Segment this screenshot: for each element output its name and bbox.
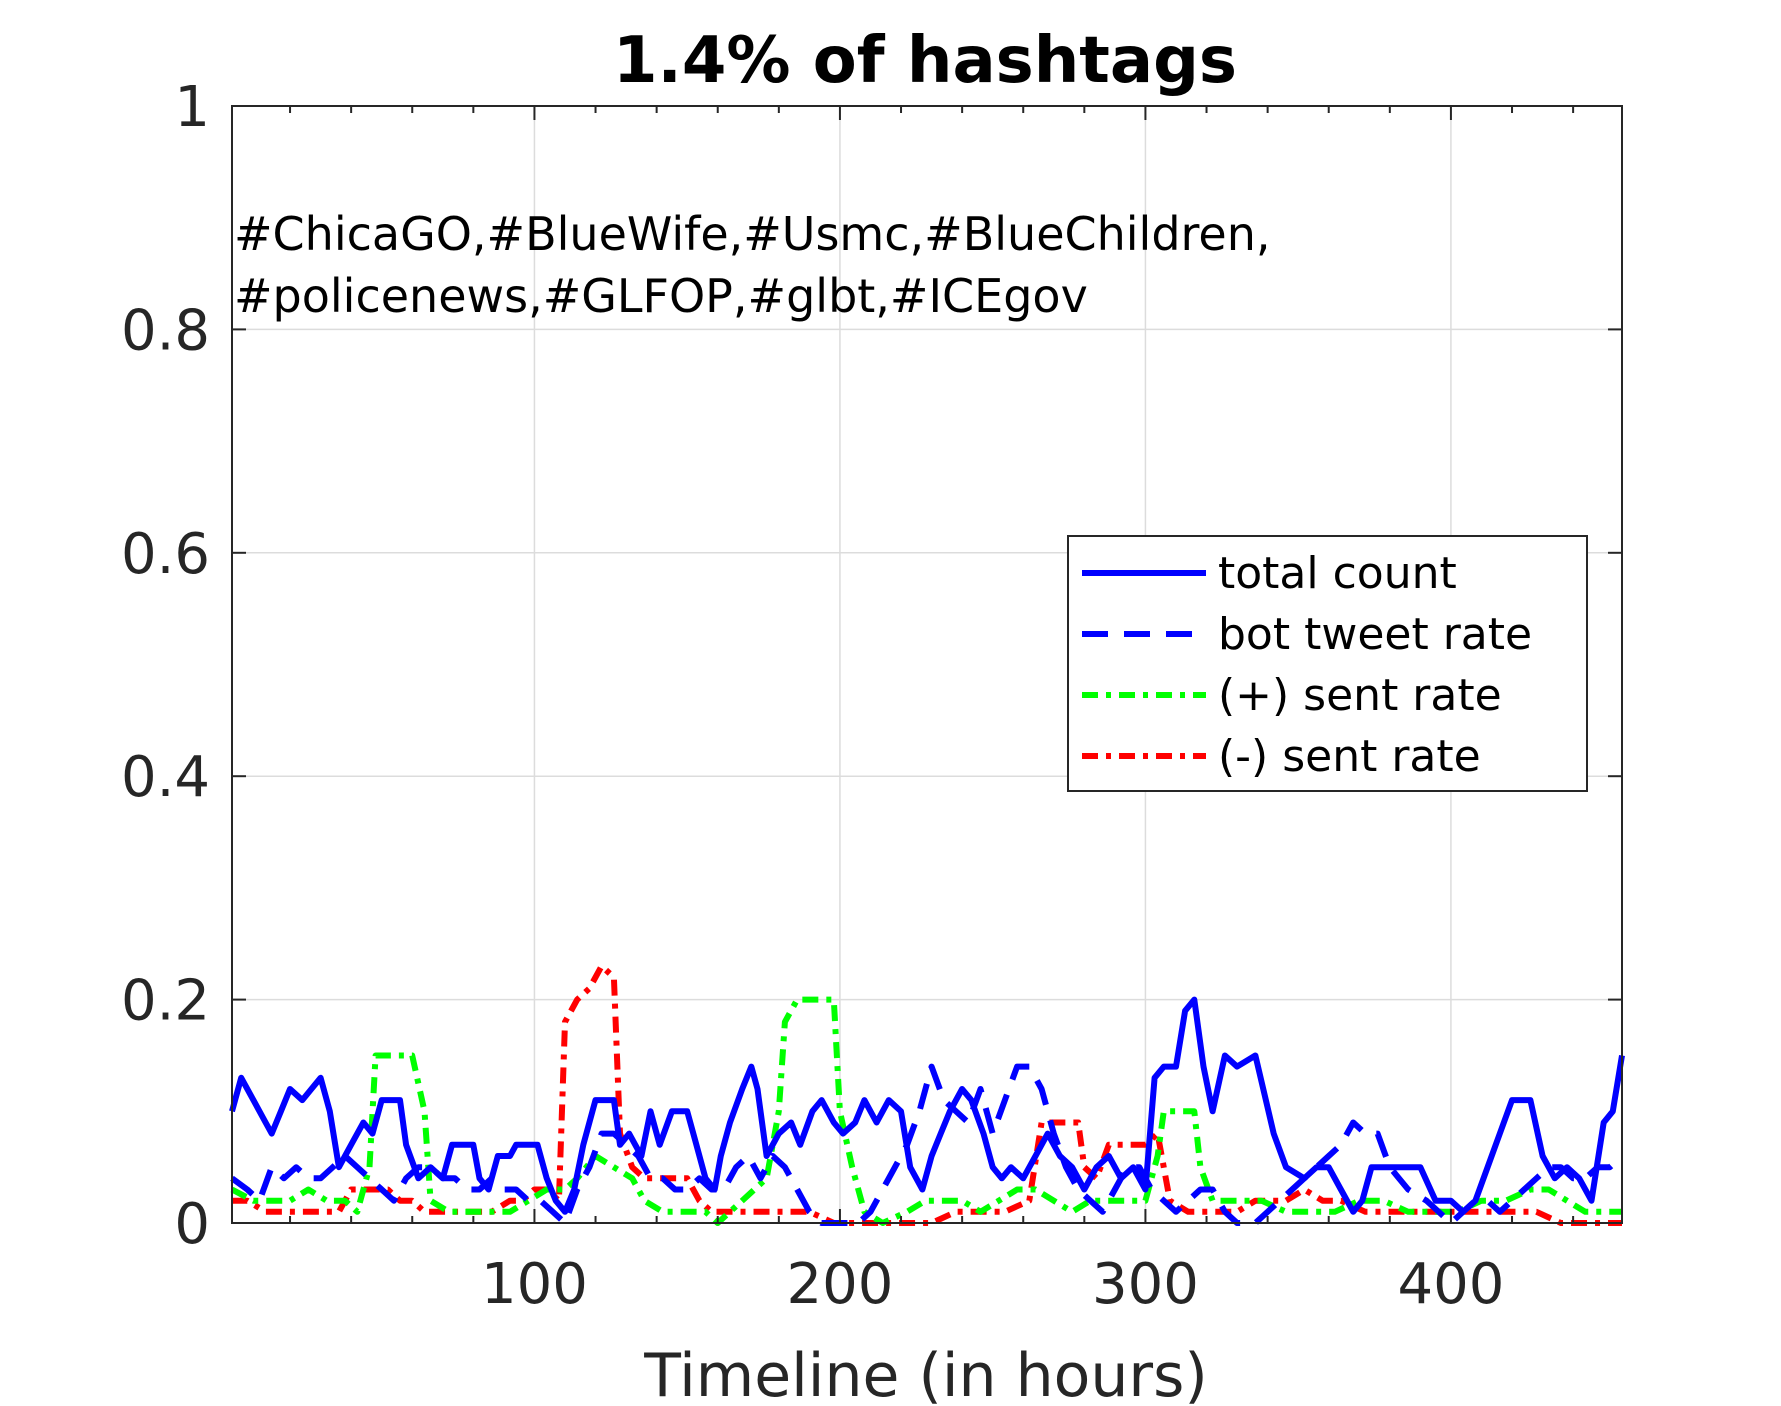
x-tick-label: 300 [1092,1252,1199,1317]
legend-box [1067,535,1588,792]
x-tick-label: 400 [1397,1252,1504,1317]
y-tick-labels: 0 0.2 0.4 0.6 0.8 1 [121,75,210,1257]
legend-label: total count [1218,548,1457,599]
hashtag-annotation-line-2: #policenews,#GLFOP,#glbt,#ICEgov [234,269,1088,323]
x-tick-labels: 100 200 300 400 [481,1252,1504,1317]
legend: total count bot tweet rate (+) sent rate (-… [1067,535,1588,792]
y-tick-label: 0.6 [121,522,210,587]
legend-label: bot tweet rate [1218,609,1532,660]
y-tick-label: 0.4 [121,745,210,810]
y-tick-label: 0 [174,1192,210,1257]
hashtag-annotation-line-1: #ChicaGO,#BlueWife,#Usmc,#BlueChildren, [234,207,1271,261]
y-tick-label: 0.8 [121,298,210,363]
series-line-total-count [229,996,1625,1215]
legend-label: (-) sent rate [1218,731,1481,782]
plot-frame [231,105,1623,1224]
legend-label: (+) sent rate [1218,670,1502,721]
legend-items: total count bot tweet rate (+) sent rate (-… [1082,548,1532,782]
y-tick-label: 1 [174,75,210,140]
chart-title: 1.4% of hashtags [613,24,1237,98]
series-line-sent-rate [230,996,1622,1226]
y-tick-label: 0.2 [121,969,210,1034]
x-tick-label: 200 [786,1252,893,1317]
x-axis-label: Timeline (in hours) [643,1341,1207,1406]
x-tick-label: 100 [481,1252,588,1317]
series-line-bot-tweet-rate [230,1063,1625,1226]
